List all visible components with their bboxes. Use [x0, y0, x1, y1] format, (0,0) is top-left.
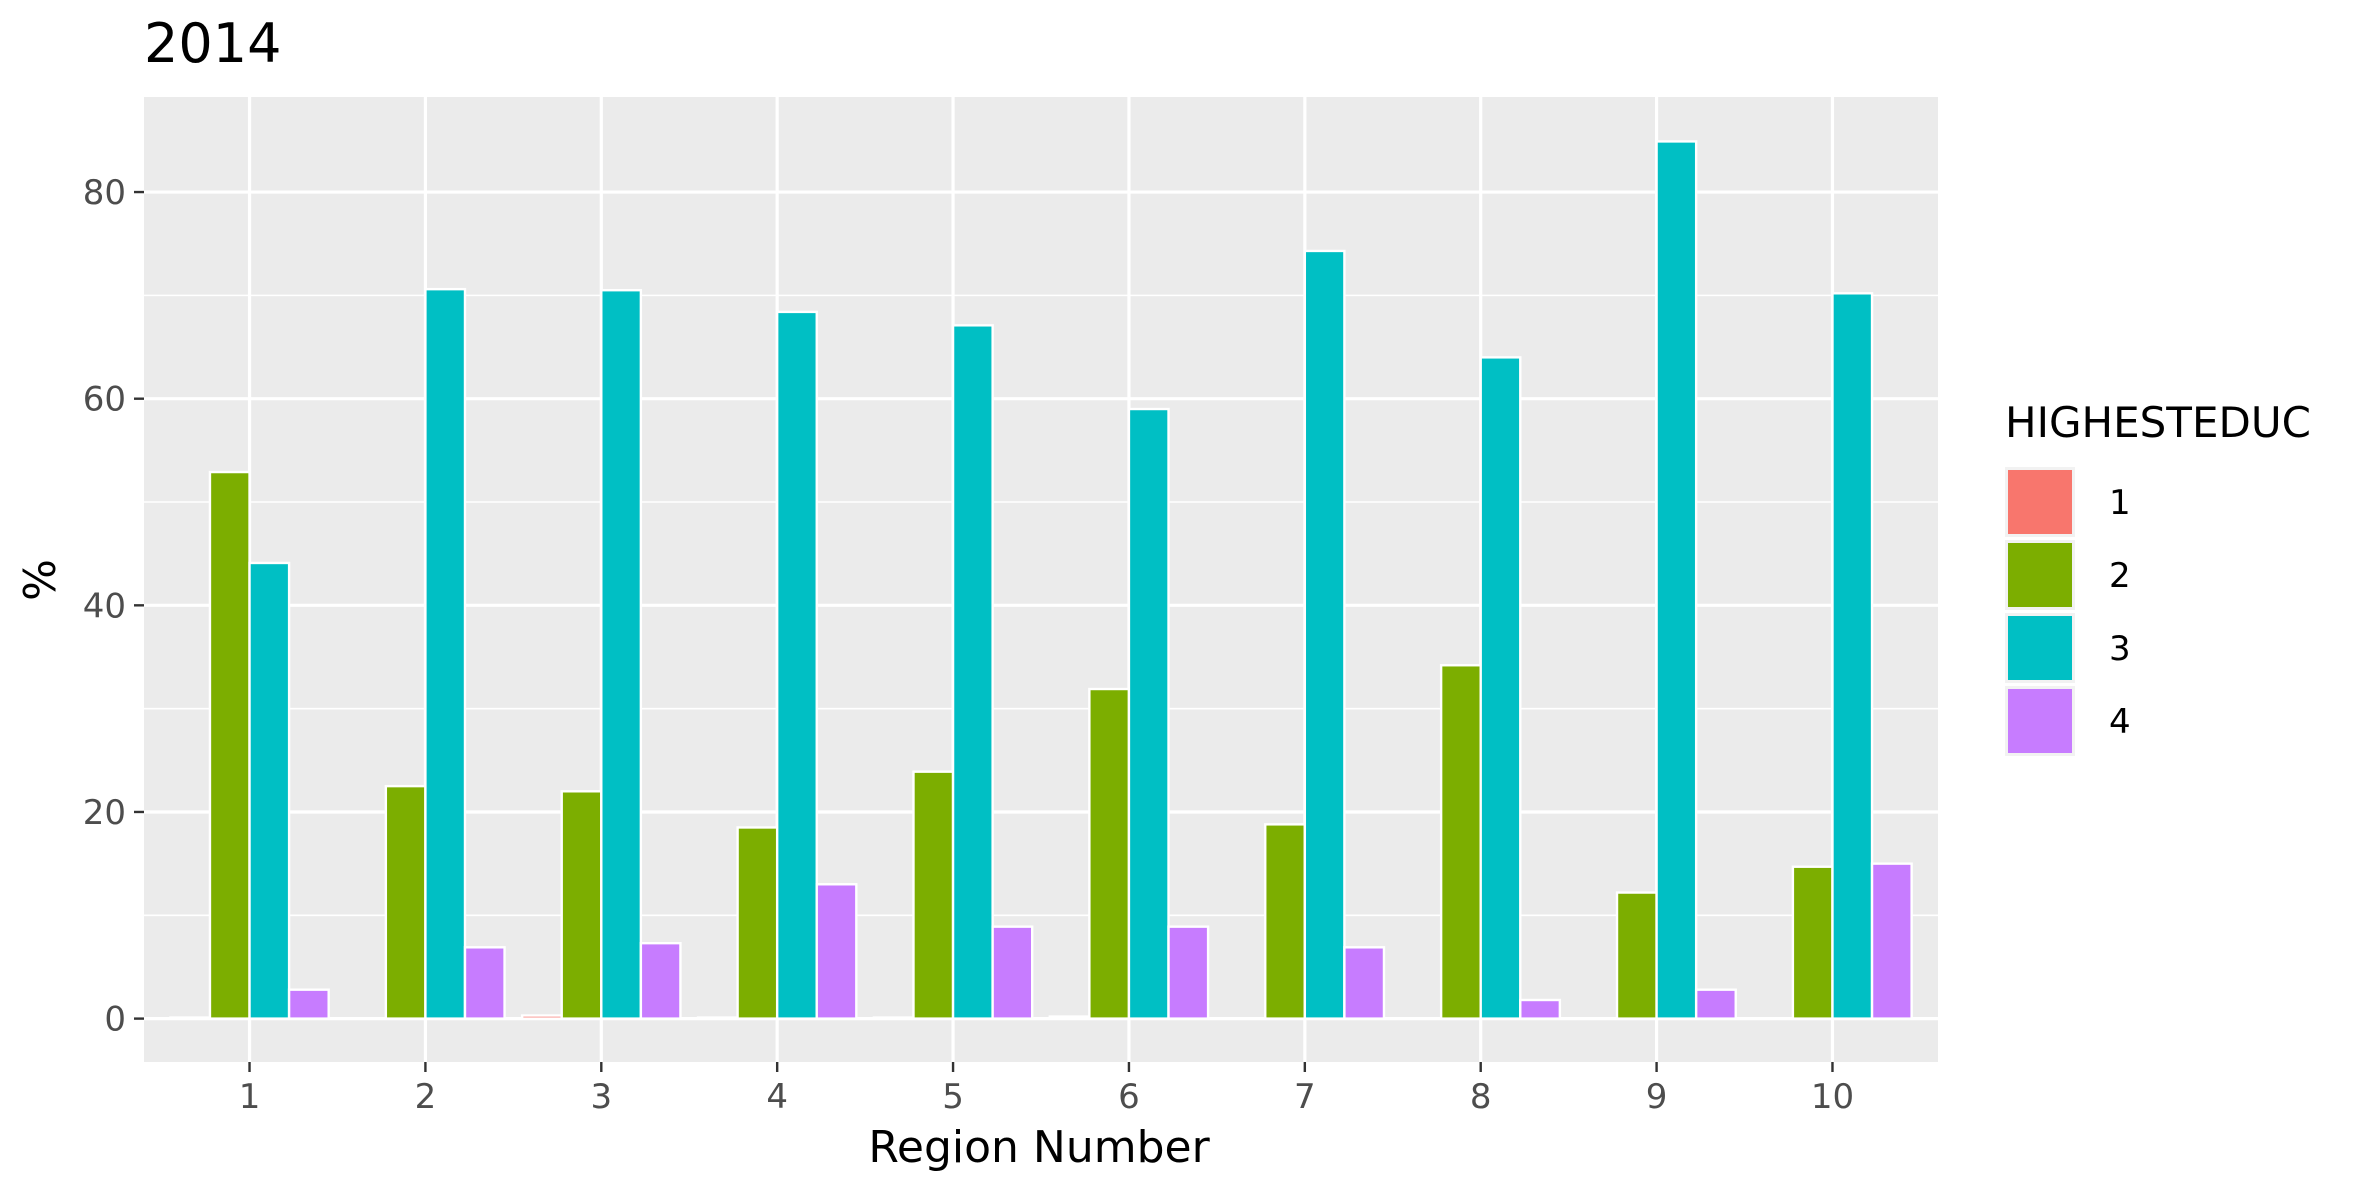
bar-series-3-region-1	[248, 561, 291, 1020]
chart-title: 2014	[144, 12, 281, 75]
bar-series-2-region-5	[912, 770, 955, 1020]
x-tick-label: 3	[590, 1077, 612, 1117]
x-tick-label: 10	[1811, 1077, 1854, 1117]
bar-series-3-region-8	[1479, 356, 1522, 1020]
x-tick-label: 6	[1118, 1077, 1140, 1117]
bar-series-4-region-7	[1343, 946, 1386, 1020]
x-axis: 1 2 3 4 5 6 7 8 9 10	[239, 1062, 1854, 1117]
bar-series-2-region-9	[1615, 891, 1658, 1020]
bar-series-3-region-7	[1303, 249, 1346, 1020]
bar-series-4-region-8	[1519, 998, 1562, 1020]
bar-series-2-region-2	[384, 784, 427, 1020]
legend-label-1: 1	[2109, 483, 2131, 523]
y-axis: 0 20 40 60 80	[83, 173, 144, 1040]
bar-series-2-region-8	[1439, 664, 1482, 1020]
bar-series-4-region-5	[991, 925, 1034, 1020]
y-tick-label: 80	[83, 173, 126, 213]
bar-series-4-region-10	[1870, 862, 1913, 1020]
bar-series-4-region-2	[463, 946, 506, 1020]
bar-series-4-region-6	[1167, 925, 1210, 1020]
bars-group	[169, 140, 1913, 1020]
bar-series-1-region-4	[696, 1016, 739, 1020]
bar-series-2-region-1	[208, 470, 251, 1020]
bar-series-4-region-3	[639, 941, 682, 1020]
bar-series-2-region-10	[1791, 865, 1834, 1020]
bar-series-2-region-6	[1088, 687, 1131, 1020]
legend-key-4	[2008, 689, 2072, 753]
bar-series-3-region-10	[1831, 292, 1874, 1020]
bar-series-1-region-3	[520, 1014, 563, 1020]
legend-key-3	[2008, 616, 2072, 680]
legend-label-4: 4	[2109, 702, 2131, 742]
x-axis-title: Region Number	[868, 1122, 1210, 1173]
bar-series-3-region-2	[424, 287, 467, 1020]
legend-label-3: 3	[2109, 629, 2131, 669]
legend-title: HIGHESTEDUC	[2005, 398, 2311, 447]
bar-series-2-region-4	[736, 826, 779, 1020]
x-tick-label: 8	[1470, 1077, 1492, 1117]
bar-series-4-region-4	[815, 883, 858, 1020]
y-tick-label: 40	[83, 586, 126, 626]
legend-key-2	[2008, 543, 2072, 607]
bar-series-3-region-9	[1655, 140, 1698, 1020]
bar-series-2-region-7	[1264, 823, 1307, 1020]
x-tick-label: 7	[1294, 1077, 1316, 1117]
x-tick-label: 2	[415, 1077, 437, 1117]
bar-series-4-region-1	[287, 988, 330, 1020]
bar-series-3-region-6	[1127, 407, 1170, 1020]
y-axis-title: %	[15, 559, 66, 601]
legend-label-2: 2	[2109, 556, 2131, 596]
y-tick-label: 20	[83, 793, 126, 833]
x-tick-label: 4	[766, 1077, 788, 1117]
bar-series-3-region-3	[600, 289, 643, 1020]
x-tick-label: 1	[239, 1077, 261, 1117]
bar-series-1-region-1	[169, 1016, 212, 1020]
bar-series-1-region-5	[872, 1016, 915, 1020]
x-tick-label: 9	[1646, 1077, 1668, 1117]
y-tick-label: 0	[104, 1000, 126, 1040]
bar-series-4-region-9	[1694, 988, 1737, 1020]
bar-series-3-region-4	[775, 310, 818, 1020]
y-tick-label: 60	[83, 380, 126, 420]
x-tick-label: 5	[942, 1077, 964, 1117]
bar-series-2-region-3	[560, 790, 603, 1020]
bar-series-3-region-5	[951, 324, 994, 1020]
bar-series-1-region-6	[1048, 1015, 1091, 1020]
legend-key-1	[2008, 470, 2072, 534]
legend: HIGHESTEDUC 1 2 3 4	[2005, 398, 2311, 756]
